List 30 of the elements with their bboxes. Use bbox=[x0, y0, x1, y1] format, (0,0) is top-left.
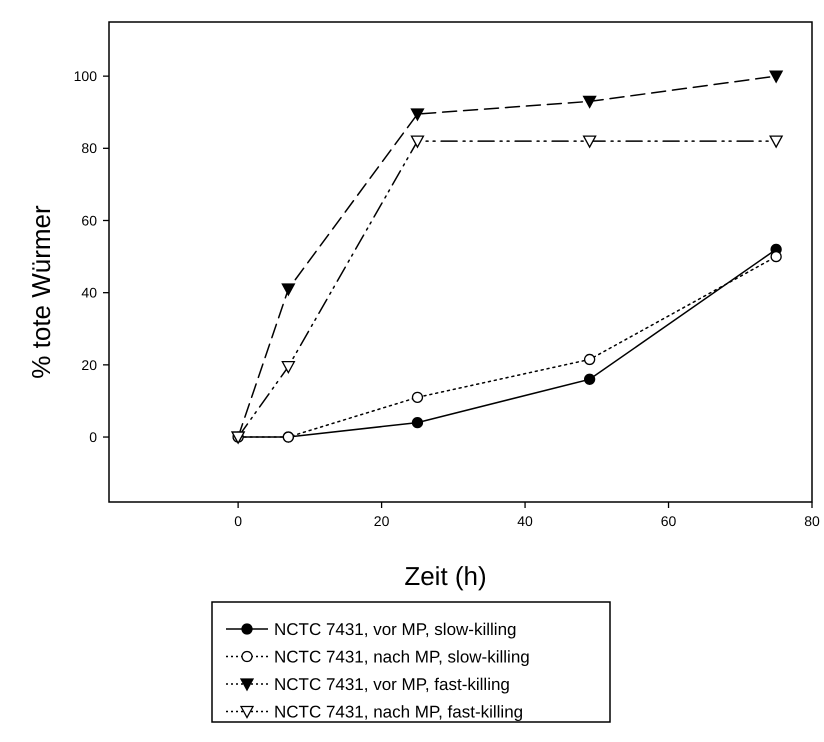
point bbox=[769, 70, 783, 83]
y-tick-label: 0 bbox=[89, 428, 98, 445]
legend-label: NCTC 7431, vor MP, slow-killing bbox=[274, 620, 516, 639]
x-tick-label: 80 bbox=[804, 513, 820, 529]
x-tick-label: 0 bbox=[234, 513, 242, 529]
point bbox=[769, 135, 783, 148]
x-tick-label: 60 bbox=[660, 513, 677, 529]
x-tick-label: 40 bbox=[517, 513, 534, 529]
legend-label: NCTC 7431, nach MP, slow-killing bbox=[274, 647, 530, 666]
legend-label: NCTC 7431, vor MP, fast-killing bbox=[274, 674, 510, 694]
y-axis-title: % tote Würmer bbox=[26, 204, 56, 379]
point bbox=[412, 416, 424, 428]
point bbox=[410, 135, 424, 148]
y-tick-label: 100 bbox=[74, 68, 98, 84]
y-tick-label: 40 bbox=[81, 284, 98, 301]
y-tick-label: 60 bbox=[81, 212, 98, 228]
point bbox=[410, 108, 424, 121]
point bbox=[584, 354, 596, 366]
point bbox=[584, 374, 596, 385]
x-axis-title: Zeit (h) bbox=[404, 561, 487, 591]
point bbox=[412, 392, 424, 403]
y-tick-label: 20 bbox=[81, 356, 98, 373]
point bbox=[582, 96, 596, 108]
point bbox=[770, 250, 782, 262]
point bbox=[582, 135, 596, 148]
y-tick-label: 80 bbox=[81, 140, 98, 156]
point bbox=[282, 283, 295, 296]
point bbox=[282, 361, 295, 374]
x-tick-label: 20 bbox=[374, 513, 390, 529]
legend-label: NCTC 7431, nach MP, fast-killing bbox=[274, 702, 524, 722]
